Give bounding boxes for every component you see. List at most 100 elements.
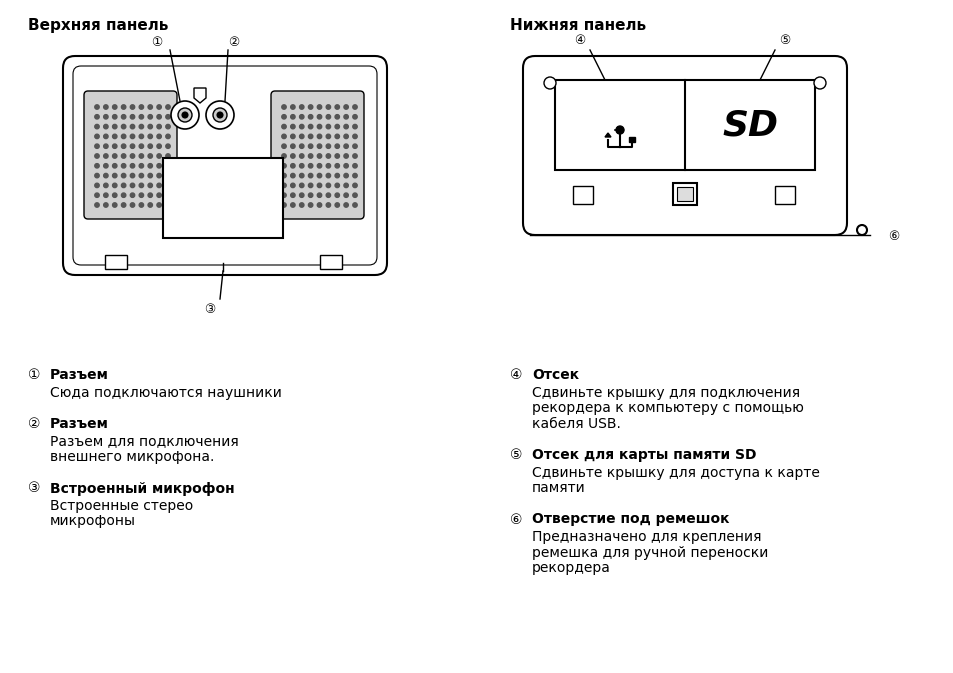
Text: ②: ② (28, 417, 40, 431)
Circle shape (121, 164, 126, 168)
Circle shape (104, 174, 108, 178)
Circle shape (121, 174, 126, 178)
Circle shape (112, 193, 117, 197)
Circle shape (299, 174, 304, 178)
Circle shape (353, 154, 356, 158)
Circle shape (353, 105, 356, 109)
Circle shape (112, 134, 117, 139)
Circle shape (121, 105, 126, 109)
Circle shape (335, 164, 339, 168)
Polygon shape (604, 133, 610, 137)
Circle shape (308, 125, 313, 129)
Circle shape (344, 114, 348, 119)
Circle shape (344, 174, 348, 178)
Circle shape (148, 125, 152, 129)
Text: микрофоны: микрофоны (50, 514, 136, 528)
Circle shape (326, 105, 331, 109)
Circle shape (308, 105, 313, 109)
Circle shape (326, 144, 331, 149)
Circle shape (308, 183, 313, 188)
Circle shape (112, 105, 117, 109)
Circle shape (166, 114, 170, 119)
Text: памяти: памяти (532, 481, 585, 495)
Circle shape (317, 114, 321, 119)
Circle shape (335, 193, 339, 197)
Circle shape (353, 125, 356, 129)
Circle shape (317, 183, 321, 188)
Circle shape (156, 183, 161, 188)
Circle shape (182, 112, 188, 118)
Circle shape (166, 125, 170, 129)
Circle shape (104, 125, 108, 129)
Circle shape (344, 183, 348, 188)
Circle shape (94, 154, 99, 158)
FancyBboxPatch shape (63, 56, 387, 275)
Circle shape (326, 174, 331, 178)
Text: рекордера: рекордера (532, 561, 610, 575)
Circle shape (281, 154, 286, 158)
Circle shape (308, 174, 313, 178)
Circle shape (308, 164, 313, 168)
Circle shape (353, 183, 356, 188)
Text: ①: ① (28, 368, 40, 382)
Circle shape (139, 183, 143, 188)
Text: ⑥: ⑥ (510, 513, 522, 526)
Circle shape (335, 154, 339, 158)
Circle shape (335, 144, 339, 149)
Text: Отверстие под ремешок: Отверстие под ремешок (532, 513, 729, 526)
Circle shape (139, 105, 143, 109)
Circle shape (131, 164, 134, 168)
Circle shape (156, 125, 161, 129)
Circle shape (335, 203, 339, 207)
Circle shape (299, 134, 304, 139)
Circle shape (317, 203, 321, 207)
Circle shape (112, 174, 117, 178)
Circle shape (166, 144, 170, 149)
Circle shape (166, 164, 170, 168)
Circle shape (156, 174, 161, 178)
Bar (105, 255, 127, 269)
Text: Отсек: Отсек (532, 368, 578, 382)
Circle shape (94, 203, 99, 207)
Circle shape (131, 114, 134, 119)
Circle shape (148, 144, 152, 149)
Circle shape (139, 174, 143, 178)
Text: Нижняя панель: Нижняя панель (510, 18, 645, 33)
Circle shape (326, 125, 331, 129)
Circle shape (344, 164, 348, 168)
Circle shape (131, 203, 134, 207)
Circle shape (166, 193, 170, 197)
Text: ⑥: ⑥ (887, 230, 899, 243)
Circle shape (281, 193, 286, 197)
Circle shape (104, 193, 108, 197)
Circle shape (94, 174, 99, 178)
Circle shape (317, 164, 321, 168)
Circle shape (131, 183, 134, 188)
Circle shape (131, 154, 134, 158)
Circle shape (353, 164, 356, 168)
Circle shape (121, 125, 126, 129)
Circle shape (148, 203, 152, 207)
Circle shape (121, 134, 126, 139)
Circle shape (281, 105, 286, 109)
Circle shape (291, 125, 294, 129)
FancyBboxPatch shape (522, 56, 846, 235)
Circle shape (308, 154, 313, 158)
Circle shape (112, 114, 117, 119)
Text: ③: ③ (204, 303, 215, 316)
Circle shape (299, 164, 304, 168)
Circle shape (299, 125, 304, 129)
Circle shape (104, 203, 108, 207)
Circle shape (94, 105, 99, 109)
FancyBboxPatch shape (271, 91, 364, 219)
Circle shape (317, 105, 321, 109)
Circle shape (353, 144, 356, 149)
Circle shape (317, 174, 321, 178)
Bar (672, 183, 697, 205)
Circle shape (94, 144, 99, 149)
Circle shape (308, 144, 313, 149)
Text: Верхняя панель: Верхняя панель (28, 18, 168, 33)
Circle shape (344, 134, 348, 139)
Circle shape (308, 114, 313, 119)
Circle shape (281, 203, 286, 207)
